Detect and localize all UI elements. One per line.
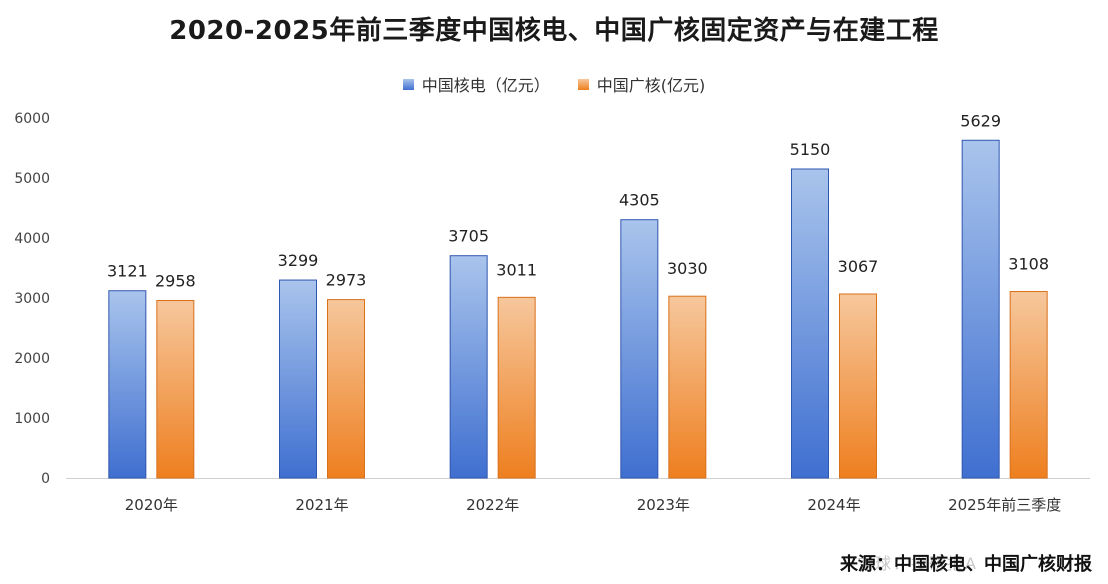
x-tick-label: 2022年 <box>466 496 519 514</box>
y-tick-label: 3000 <box>14 291 50 307</box>
x-tick-label: 2021年 <box>295 496 348 514</box>
value-label-cgn-4: 3067 <box>838 257 879 276</box>
bar-cnnp-4 <box>791 168 829 479</box>
bar-cgn-1 <box>327 299 365 479</box>
bar-cgn-2 <box>497 296 536 479</box>
y-tick-label: 4000 <box>14 231 50 247</box>
bar-cnnp-5 <box>961 139 1000 479</box>
value-label-cgn-3: 3030 <box>667 259 708 278</box>
bar-cnnp-3 <box>620 219 659 479</box>
value-label-cnnp-0: 3121 <box>107 262 148 281</box>
x-tick-label: 2023年 <box>637 496 690 514</box>
value-label-cgn-5: 3108 <box>1008 255 1049 274</box>
legend: 中国核电（亿元） 中国广核(亿元) <box>0 72 1108 96</box>
bar-cgn-5 <box>1009 291 1048 479</box>
legend-label-cgn: 中国广核(亿元) <box>596 76 706 95</box>
y-tick-label: 6000 <box>14 111 50 127</box>
legend-item-cgn: 中国广核(亿元) <box>577 72 706 96</box>
y-tick-label: 1000 <box>14 411 50 427</box>
legend-swatch-cgn <box>577 78 589 90</box>
x-tick-label: 2024年 <box>807 496 860 514</box>
value-label-cgn-2: 3011 <box>496 260 537 279</box>
watermark: 雪球：投研报A <box>857 554 978 573</box>
y-tick-label: 2000 <box>14 351 50 367</box>
value-label-cnnp-1: 3299 <box>278 251 319 270</box>
y-tick-label: 5000 <box>14 171 50 187</box>
value-label-cgn-0: 2958 <box>155 272 196 291</box>
bar-cgn-4 <box>839 293 877 479</box>
legend-item-cnnp: 中国核电（亿元） <box>402 72 550 96</box>
x-tick-label: 2025年前三季度 <box>948 496 1061 514</box>
legend-label-cnnp: 中国核电（亿元） <box>421 76 550 95</box>
bar-cnnp-0 <box>108 290 147 479</box>
value-label-cnnp-3: 4305 <box>619 191 660 210</box>
bar-cgn-3 <box>668 295 707 479</box>
value-label-cnnp-5: 5629 <box>960 111 1001 130</box>
chart-title: 2020-2025年前三季度中国核电、中国广核固定资产与在建工程 <box>169 16 939 46</box>
bar-cnnp-2 <box>449 255 488 479</box>
value-label-cnnp-4: 5150 <box>790 140 831 159</box>
y-tick-label: 0 <box>41 471 50 487</box>
source-note: 来源：中国核电、中国广核财报 <box>840 554 1092 575</box>
value-label-cnnp-2: 3705 <box>448 227 489 246</box>
legend-swatch-cnnp <box>402 78 414 90</box>
bar-cnnp-1 <box>279 279 317 479</box>
value-label-cgn-1: 2973 <box>326 271 367 290</box>
bar-cgn-0 <box>156 300 195 479</box>
x-tick-label: 2020年 <box>125 496 178 514</box>
